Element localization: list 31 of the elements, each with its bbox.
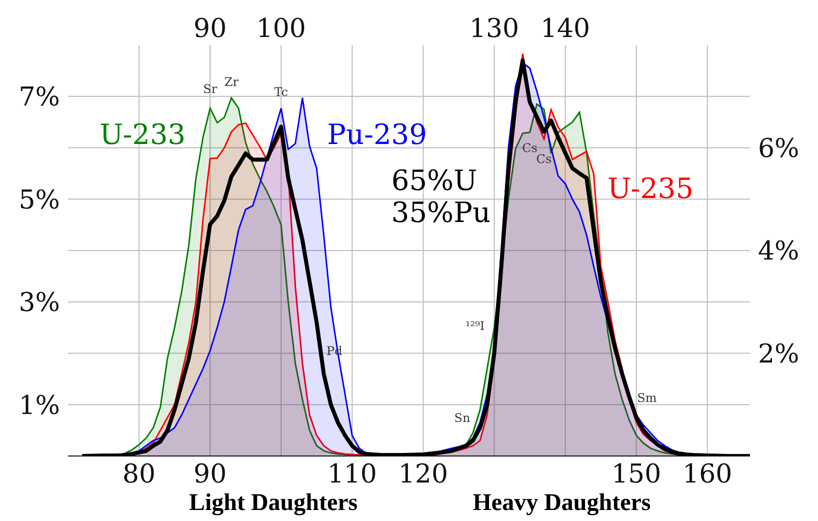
- x2-tick-label: 90: [194, 14, 227, 44]
- x-tick-label: 90: [194, 459, 227, 490]
- y2-tick-label: 6%: [758, 134, 800, 164]
- series-label: U-233: [100, 118, 186, 151]
- x-tick-label: 110: [327, 459, 377, 490]
- y-tick-label: 5%: [18, 185, 60, 216]
- x2-tick-label: 130: [469, 14, 520, 44]
- y-tick-label: 3%: [18, 288, 60, 318]
- y2-tick-label: 4%: [758, 236, 800, 267]
- text: Heavy Daughters: [472, 490, 651, 517]
- annotation: Sn: [454, 411, 470, 426]
- series-label: U-235: [608, 172, 694, 205]
- annotation: ¹²⁹I: [465, 318, 485, 333]
- x-tick-label: 150: [612, 459, 662, 490]
- annotation: Zr: [224, 74, 238, 89]
- x-tick-label: 80: [122, 459, 156, 490]
- series-label: Pu-239: [327, 118, 427, 151]
- y2-tick-label: 2%: [758, 339, 800, 370]
- x-tick-label: 120: [398, 459, 448, 490]
- text: Light Daughters: [188, 490, 358, 517]
- x2-tick-label: 140: [540, 14, 590, 44]
- y-tick-label: 1%: [18, 390, 60, 421]
- series-label: 65%U 35%Pu: [391, 164, 491, 229]
- annotation: Cs: [522, 141, 538, 156]
- x2-tick-label: 100: [256, 14, 306, 44]
- annotation: Sr: [203, 82, 218, 96]
- y-tick-label: 7%: [18, 82, 60, 113]
- annotation: Sm: [637, 390, 657, 405]
- x-tick-label: 160: [682, 459, 732, 490]
- annotation: Cs: [536, 152, 552, 166]
- annotation: Tc: [274, 84, 288, 99]
